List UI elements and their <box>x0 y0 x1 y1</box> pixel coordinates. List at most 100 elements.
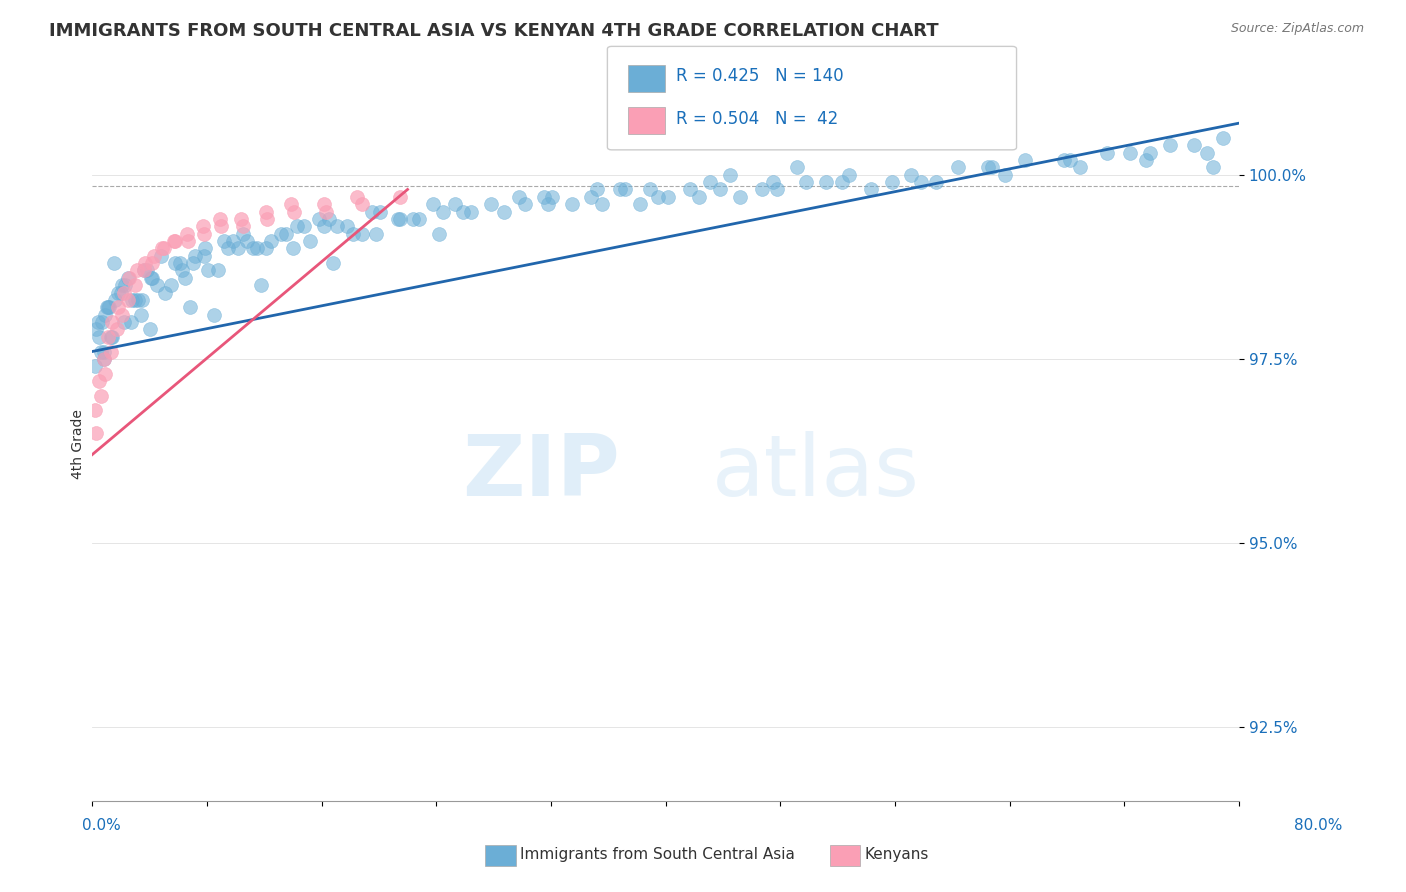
Point <box>155 285 177 300</box>
Point <box>508 190 530 204</box>
Point <box>132 263 155 277</box>
Text: Kenyans: Kenyans <box>865 847 929 862</box>
Point <box>270 227 292 241</box>
Point <box>709 182 731 196</box>
Point <box>831 175 853 189</box>
Point <box>579 190 602 204</box>
Point <box>815 175 838 189</box>
Point <box>794 175 817 189</box>
Point <box>132 263 155 277</box>
Point <box>209 219 232 234</box>
Point <box>1059 153 1081 167</box>
Point <box>194 241 217 255</box>
Point <box>184 249 207 263</box>
Point <box>98 301 121 315</box>
Point <box>105 322 128 336</box>
Point <box>614 182 637 196</box>
Point <box>111 308 134 322</box>
Point <box>242 241 264 255</box>
Point <box>1139 145 1161 160</box>
Point <box>86 425 108 440</box>
Point <box>315 204 337 219</box>
Point <box>129 308 152 322</box>
Point <box>246 241 269 255</box>
Point <box>131 293 153 307</box>
Point <box>103 256 125 270</box>
Point <box>387 211 409 226</box>
Point <box>1014 153 1036 167</box>
Point <box>350 197 373 211</box>
Point <box>1159 138 1181 153</box>
Point <box>93 344 115 359</box>
Point <box>1202 161 1225 175</box>
Point <box>89 374 111 388</box>
Point <box>342 227 364 241</box>
Point <box>125 263 148 277</box>
Point <box>152 241 174 255</box>
Point <box>90 344 112 359</box>
Point <box>165 234 187 248</box>
Point <box>111 278 134 293</box>
Point <box>93 351 115 366</box>
Point <box>94 308 117 322</box>
Point <box>981 161 1004 175</box>
Text: ZIP: ZIP <box>463 431 620 514</box>
Point <box>408 211 430 226</box>
Point <box>90 389 112 403</box>
Point <box>925 175 948 189</box>
Text: 80.0%: 80.0% <box>1295 818 1343 832</box>
Point <box>299 234 322 248</box>
Point <box>141 270 163 285</box>
Point <box>283 204 305 219</box>
Text: Immigrants from South Central Asia: Immigrants from South Central Asia <box>520 847 796 862</box>
Point <box>101 315 124 329</box>
Point <box>281 241 304 255</box>
Point <box>389 211 412 226</box>
Point <box>585 182 607 196</box>
Point <box>880 175 903 189</box>
Point <box>193 227 215 241</box>
Point <box>112 315 135 329</box>
Point <box>193 249 215 263</box>
Point <box>250 278 273 293</box>
Point <box>389 190 412 204</box>
Point <box>326 219 349 234</box>
Point <box>751 182 773 196</box>
Point <box>84 403 107 417</box>
Point <box>977 161 1000 175</box>
Point <box>134 256 156 270</box>
Point <box>160 278 183 293</box>
Point <box>135 263 157 277</box>
Point <box>84 359 107 374</box>
Point <box>254 241 277 255</box>
Point <box>174 270 197 285</box>
Point <box>212 234 235 248</box>
Point <box>163 234 186 248</box>
Point <box>172 263 194 277</box>
Point <box>274 227 297 241</box>
Point <box>87 315 110 329</box>
Point <box>443 197 465 211</box>
Point <box>994 168 1017 182</box>
Point <box>139 270 162 285</box>
Point <box>1053 153 1076 167</box>
Point <box>308 211 330 226</box>
Point <box>89 330 111 344</box>
Point <box>107 285 129 300</box>
Point <box>117 270 139 285</box>
Point <box>346 190 368 204</box>
Point <box>314 219 336 234</box>
Point <box>350 227 373 241</box>
Point <box>118 270 141 285</box>
Point <box>228 241 250 255</box>
Point <box>221 234 243 248</box>
Point <box>254 204 277 219</box>
Point <box>96 301 118 315</box>
Point <box>100 344 122 359</box>
Point <box>207 263 229 277</box>
Point <box>402 211 425 226</box>
Point <box>541 190 564 204</box>
Point <box>232 219 254 234</box>
Point <box>657 190 679 204</box>
Point <box>647 190 669 204</box>
